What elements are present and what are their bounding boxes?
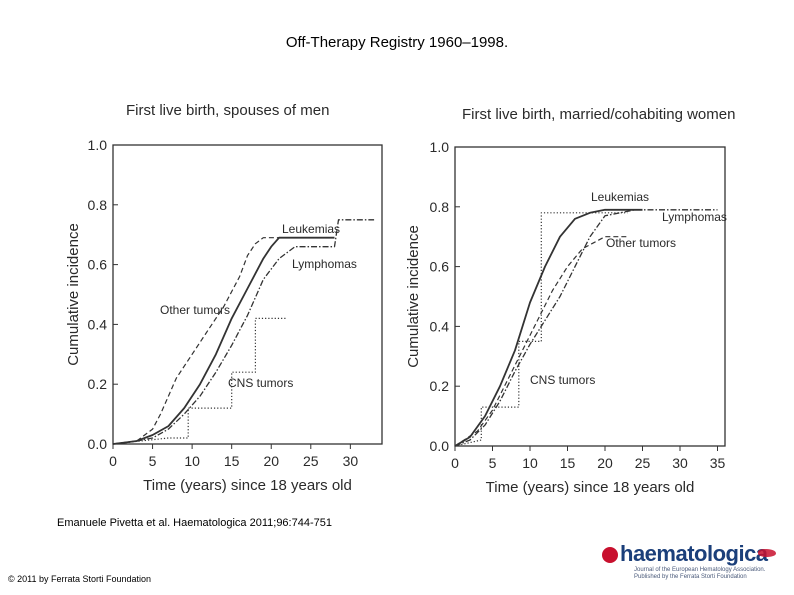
y-axis-label-2: Cumulative incidence: [405, 225, 422, 368]
curve-label-1-cns-tumors: CNS tumors: [228, 376, 293, 390]
x-tick-label-1-2: 10: [184, 453, 200, 469]
series-line-2-other-tumors: [454, 236, 628, 447]
x-tick-label-2-5: 25: [635, 455, 651, 471]
chart-title-1: First live birth, spouses of men: [126, 102, 329, 119]
y-tick-label-1-5: 1.0: [88, 137, 108, 153]
x-tick-label-2-4: 20: [597, 455, 613, 471]
y-tick-label-2-5: 1.0: [430, 139, 450, 155]
curve-label-2-cns-tumors: CNS tumors: [530, 373, 595, 387]
y-axis-label-1: Cumulative incidence: [65, 223, 82, 366]
x-tick-label-1-3: 15: [224, 453, 240, 469]
series-line-1-lymphomas: [112, 219, 375, 445]
plot-frame-2: [454, 146, 726, 447]
x-tick-label-1-5: 25: [303, 453, 319, 469]
chart-title-2: First live birth, married/cohabiting wom…: [462, 106, 735, 123]
y-tick-label-1-1: 0.2: [88, 376, 108, 392]
x-tick-label-2-3: 15: [560, 455, 576, 471]
slide-title: Off-Therapy Registry 1960–1998.: [285, 34, 509, 51]
x-tick-label-2-0: 0: [451, 455, 459, 471]
haematologica-logo: haematologica Journal of the European He…: [600, 541, 790, 581]
y-tick-label-1-4: 0.8: [88, 197, 108, 213]
y-tick-label-1-0: 0.0: [88, 436, 108, 452]
series-line-1-leukemias: [112, 236, 335, 445]
x-tick-label-2-7: 35: [710, 455, 726, 471]
series-line-1-other-tumors: [112, 237, 335, 445]
logo-subtitle: Journal of the European Hematology Assoc…: [634, 567, 766, 580]
x-tick-label-1-0: 0: [109, 453, 117, 469]
x-tick-label-2-6: 30: [672, 455, 688, 471]
y-tick-label-2-0: 0.0: [430, 438, 450, 454]
x-axis-label-1: Time (years) since 18 years old: [143, 477, 352, 494]
curve-label-2-leukemias: Leukemias: [591, 190, 649, 204]
y-tick-label-2-4: 0.8: [430, 199, 450, 215]
series-line-1-cns-tumors: [112, 317, 288, 445]
x-tick-label-1-6: 30: [343, 453, 359, 469]
x-tick-label-1-1: 5: [149, 453, 157, 469]
y-tick-label-2-3: 0.6: [430, 259, 450, 275]
y-tick-label-1-3: 0.6: [88, 257, 108, 273]
curve-label-2-other-tumors: Other tumors: [606, 236, 676, 250]
y-tick-label-2-1: 0.2: [430, 378, 450, 394]
series-line-2-cns-tumors: [454, 212, 628, 447]
plot-frame-1: [112, 144, 383, 445]
curve-label-1-other-tumors: Other tumors: [160, 303, 230, 317]
curve-label-1-lymphomas: Lymphomas: [292, 257, 357, 271]
x-tick-label-2-2: 10: [522, 455, 538, 471]
logo-flag-icon: [758, 549, 776, 557]
series-line-2-lymphomas: [454, 209, 718, 447]
x-tick-label-2-1: 5: [489, 455, 497, 471]
x-axis-label-2: Time (years) since 18 years old: [486, 479, 695, 496]
copyright: © 2011 by Ferrata Storti Foundation: [8, 574, 152, 584]
x-tick-label-1-4: 20: [263, 453, 279, 469]
logo-mark-icon: [602, 547, 618, 563]
y-tick-label-2-2: 0.4: [430, 318, 450, 334]
curve-label-2-lymphomas: Lymphomas: [662, 210, 727, 224]
logo-wordmark: haematologica: [620, 541, 768, 566]
citation: Emanuele Pivetta et al. Haematologica 20…: [57, 517, 332, 529]
y-tick-label-1-2: 0.4: [88, 316, 108, 332]
curve-label-1-leukemias: Leukemias: [282, 222, 340, 236]
